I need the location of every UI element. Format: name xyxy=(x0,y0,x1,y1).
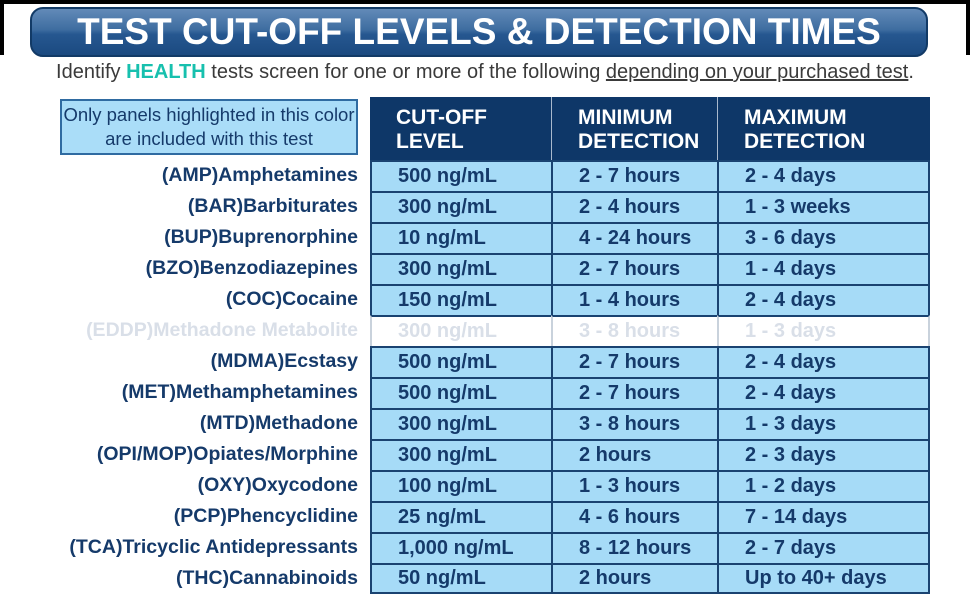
minimum-detection-cell: 2 hours xyxy=(551,563,717,594)
subtitle-middle: tests screen for one or more of the foll… xyxy=(205,61,606,83)
cutoff-level-cell: 500 ng/mL xyxy=(370,346,551,377)
subtitle-prefix: Identify xyxy=(56,61,127,83)
page-title: TEST CUT-OFF LEVELS & DETECTION TIMES xyxy=(77,11,881,52)
minimum-detection-cell: 3 - 8 hours xyxy=(551,315,717,346)
column-header-cutoff-level: CUT-OFF LEVEL xyxy=(370,97,551,160)
cutoff-level-cell: 300 ng/mL xyxy=(370,408,551,439)
drug-name: (MTD)Methadone xyxy=(199,412,358,434)
cutoff-level-cell: 10 ng/mL xyxy=(370,222,551,253)
subtitle: Identify HEALTH tests screen for one or … xyxy=(0,61,970,84)
drug-name: (COC)Cocaine xyxy=(225,288,358,310)
header-line: MAXIMUM xyxy=(744,106,847,129)
maximum-detection-cell: 1 - 2 days xyxy=(717,470,930,501)
drug-name: (BZO)Benzodiazepines xyxy=(145,257,358,279)
minimum-detection-cell: 2 - 7 hours xyxy=(551,253,717,284)
cutoff-level-cell: 300 ng/mL xyxy=(370,315,551,346)
drug-name: (BAR)Barbiturates xyxy=(187,195,358,217)
photo-edge-left xyxy=(0,0,4,55)
legend-cell: Only panels highlighted in this color ar… xyxy=(35,97,370,160)
minimum-detection-cell: 3 - 8 hours xyxy=(551,408,717,439)
drug-name: (TCA)Tricyclic Antidepressants xyxy=(69,536,358,558)
column-header-maximum-detection: MAXIMUM DETECTION xyxy=(717,97,930,160)
cutoff-level-cell: 300 ng/mL xyxy=(370,191,551,222)
minimum-detection-cell: 2 hours xyxy=(551,439,717,470)
cutoff-level-cell: 100 ng/mL xyxy=(370,470,551,501)
minimum-detection-cell: 1 - 4 hours xyxy=(551,284,717,315)
maximum-detection-cell: Up to 40+ days xyxy=(717,563,930,594)
header-line: DETECTION xyxy=(578,129,700,153)
cutoff-level-cell: 500 ng/mL xyxy=(370,377,551,408)
photo-edge-right xyxy=(966,0,970,55)
drug-name: (MDMA)Ecstasy xyxy=(210,350,358,372)
drug-name: (OXY)Oxycodone xyxy=(197,474,358,496)
maximum-detection-cell: 2 - 4 days xyxy=(717,346,930,377)
minimum-detection-cell: 4 - 6 hours xyxy=(551,501,717,532)
header-line: CUT-OFF xyxy=(396,106,487,129)
cutoff-level-cell: 150 ng/mL xyxy=(370,284,551,315)
minimum-detection-cell: 4 - 24 hours xyxy=(551,222,717,253)
drug-name: (BUP)Buprenorphine xyxy=(164,226,358,248)
minimum-detection-cell: 2 - 7 hours xyxy=(551,160,717,191)
legend-note: Only panels highlighted in this color ar… xyxy=(60,99,358,155)
header-line: LEVEL xyxy=(396,129,464,153)
maximum-detection-cell: 3 - 6 days xyxy=(717,222,930,253)
maximum-detection-cell: 1 - 3 weeks xyxy=(717,191,930,222)
cutoff-level-cell: 50 ng/mL xyxy=(370,563,551,594)
maximum-detection-cell: 1 - 3 days xyxy=(717,315,930,346)
drug-name: (THC)Cannabinoids xyxy=(176,567,358,589)
drug-name: (MET)Methamphetamines xyxy=(121,381,358,403)
minimum-detection-cell: 2 - 4 hours xyxy=(551,191,717,222)
minimum-detection-cell: 2 - 7 hours xyxy=(551,346,717,377)
maximum-detection-cell: 7 - 14 days xyxy=(717,501,930,532)
cutoff-level-cell: 300 ng/mL xyxy=(370,439,551,470)
cutoff-level-cell: 25 ng/mL xyxy=(370,501,551,532)
maximum-detection-cell: 2 - 7 days xyxy=(717,532,930,563)
photo-edge-top xyxy=(0,0,970,4)
drug-name: (AMP)Amphetamines xyxy=(161,164,358,186)
maximum-detection-cell: 2 - 4 days xyxy=(717,377,930,408)
cutoff-table: Only panels highlighted in this color ar… xyxy=(35,97,930,594)
subtitle-suffix: . xyxy=(908,61,914,83)
title-banner: TEST CUT-OFF LEVELS & DETECTION TIMES xyxy=(30,7,928,57)
header-line: DETECTION xyxy=(744,129,866,153)
cutoff-level-cell: 500 ng/mL xyxy=(370,160,551,191)
cutoff-level-cell: 300 ng/mL xyxy=(370,253,551,284)
minimum-detection-cell: 1 - 3 hours xyxy=(551,470,717,501)
cutoff-level-cell: 1,000 ng/mL xyxy=(370,532,551,563)
header-line: MINIMUM xyxy=(578,106,673,129)
brand-name: HEALTH xyxy=(126,61,206,83)
maximum-detection-cell: 1 - 3 days xyxy=(717,408,930,439)
drug-name: (EDDP)Methadone Metabolite xyxy=(86,319,358,341)
column-header-minimum-detection: MINIMUM DETECTION xyxy=(551,97,717,160)
drug-name: (OPI/MOP)Opiates/Morphine xyxy=(96,443,358,465)
minimum-detection-cell: 2 - 7 hours xyxy=(551,377,717,408)
maximum-detection-cell: 2 - 4 days xyxy=(717,160,930,191)
minimum-detection-cell: 8 - 12 hours xyxy=(551,532,717,563)
maximum-detection-cell: 2 - 3 days xyxy=(717,439,930,470)
maximum-detection-cell: 2 - 4 days xyxy=(717,284,930,315)
maximum-detection-cell: 1 - 4 days xyxy=(717,253,930,284)
subtitle-underlined: depending on your purchased test xyxy=(605,61,909,83)
drug-name: (PCP)Phencyclidine xyxy=(173,505,358,527)
